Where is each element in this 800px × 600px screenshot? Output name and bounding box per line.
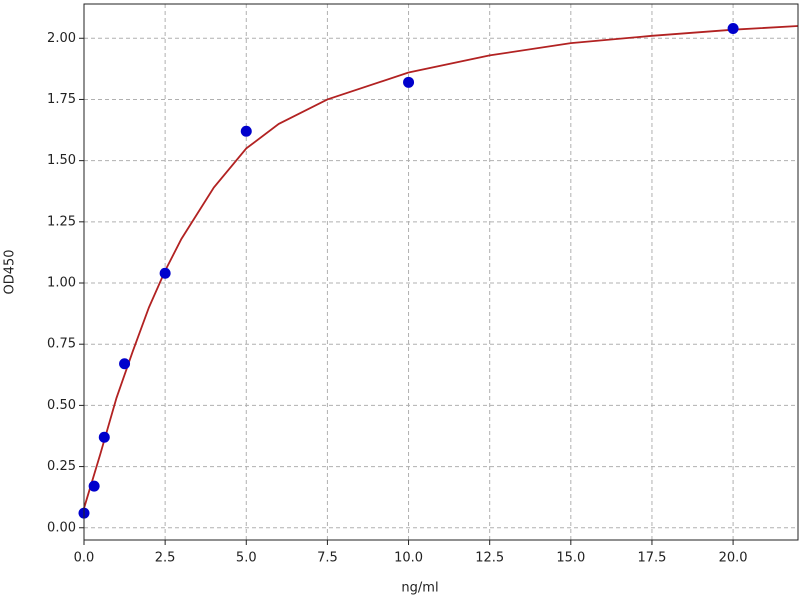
data-point	[88, 480, 100, 492]
y-tick-label: 1.00	[47, 276, 76, 291]
y-tick-label: 2.00	[47, 31, 76, 46]
data-point	[727, 22, 739, 34]
plot-frame	[83, 3, 799, 541]
y-axis-label: OD450	[3, 249, 18, 294]
data-point	[119, 358, 131, 370]
y-tick-label: 1.50	[47, 153, 76, 168]
x-tick-label: 15.0	[556, 551, 585, 566]
x-tick-label: 2.5	[155, 551, 176, 566]
data-point	[240, 125, 252, 137]
x-tick-label: 5.0	[236, 551, 257, 566]
x-tick-label: 17.5	[637, 551, 666, 566]
x-tick-label: 0.0	[74, 551, 95, 566]
data-point	[403, 76, 415, 88]
x-tick-label: 20.0	[719, 551, 748, 566]
y-tick-label: 1.25	[47, 214, 76, 229]
x-tick-label: 10.0	[394, 551, 423, 566]
x-axis-label: ng/ml	[401, 581, 438, 596]
data-point	[98, 431, 110, 443]
y-tick-label: 0.00	[47, 520, 76, 535]
y-tick-label: 1.75	[47, 92, 76, 107]
x-tick-label: 12.5	[475, 551, 504, 566]
y-tick-label: 0.75	[47, 337, 76, 352]
x-tick-label: 7.5	[317, 551, 338, 566]
y-tick-label: 0.25	[47, 459, 76, 474]
y-tick-label: 0.50	[47, 398, 76, 413]
data-point	[159, 267, 171, 279]
